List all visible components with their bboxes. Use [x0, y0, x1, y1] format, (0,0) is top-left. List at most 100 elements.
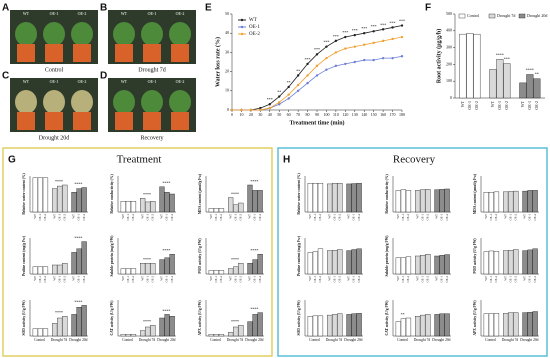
bar-label: WT [435, 214, 439, 219]
bar [493, 251, 500, 275]
y-tick-label: 0 [450, 95, 452, 100]
bar-label: WT [415, 214, 419, 219]
plant-label: OE-1 [148, 79, 157, 84]
pot [115, 112, 133, 130]
significance: *** [352, 28, 358, 33]
bar-label: OE-1 [313, 276, 317, 283]
bar [150, 200, 156, 213]
bar [532, 190, 538, 213]
bar-label: OE-2 [43, 214, 47, 221]
point [363, 43, 366, 46]
y-axis-label: CAT activity (U/g FW) [110, 300, 114, 336]
significance: ** [287, 80, 291, 85]
bar [395, 190, 401, 213]
point [391, 26, 394, 29]
bar [434, 189, 440, 213]
bar [327, 250, 333, 275]
treatment-box [2, 147, 273, 357]
bar-label: OE-1 [489, 276, 493, 283]
plant-label: WT [121, 79, 128, 84]
bar [405, 256, 412, 275]
bar [395, 321, 401, 337]
bar [351, 249, 357, 275]
pot [143, 112, 161, 130]
group-label: Control [485, 338, 496, 342]
bar-label: OE-2 [425, 276, 429, 283]
bar [140, 198, 146, 213]
legend-marker [240, 32, 244, 36]
y-axis-label: SOD activity (U/g FW) [22, 300, 26, 336]
bar [466, 33, 474, 99]
point [278, 103, 281, 106]
bar [489, 69, 497, 99]
photo-caption: Drought 7d [138, 67, 166, 73]
bar-label: OE-1 [165, 276, 169, 283]
point [315, 53, 319, 56]
photo-caption: Control [45, 67, 64, 73]
x-tick-label: 150 [371, 112, 377, 117]
group-label: Drought 20d [245, 338, 263, 342]
plant-label: OE-2 [78, 79, 87, 84]
y-axis-label: POD activity (U/g FW) [473, 238, 477, 274]
x-tick-label: 20 [249, 112, 253, 117]
x-tick-label: 100 [323, 112, 329, 117]
bar-label: OE-1 [57, 214, 61, 221]
bar-label: WT [327, 276, 331, 281]
bar [140, 330, 146, 337]
axis [117, 300, 176, 337]
bar [208, 208, 214, 213]
significance: **** [143, 319, 151, 324]
bar [415, 255, 421, 275]
bar-label: OE-1 [126, 214, 130, 221]
bar [483, 313, 489, 337]
photo-caption: Recovery [141, 135, 164, 141]
bar-label: OE-2 [131, 276, 135, 283]
bar [169, 316, 175, 337]
bar [434, 255, 440, 275]
bar [42, 266, 49, 275]
bar-label: OE-2 [445, 276, 449, 283]
bar [71, 191, 77, 213]
bar [337, 313, 343, 337]
bar-label: OE-1 [253, 214, 257, 221]
plant-label: OE-1 [50, 79, 59, 84]
x-tick-label: 140 [361, 112, 367, 117]
point [296, 89, 300, 93]
plant-label: OE-1 [50, 11, 59, 16]
bar [405, 190, 412, 213]
bar [218, 270, 225, 275]
bar-label: WT [503, 214, 507, 219]
bar [332, 314, 338, 337]
axis [480, 300, 539, 337]
bar [120, 200, 126, 213]
significance: **** [55, 310, 63, 315]
plant-label: OE-2 [176, 11, 185, 16]
bar [351, 183, 357, 213]
significance: ** [296, 68, 300, 73]
bar [159, 317, 165, 337]
bar [81, 241, 87, 275]
y-axis-label: Soluble protein (mg/g FW) [385, 235, 389, 277]
point [353, 33, 356, 37]
bar [42, 177, 49, 213]
bar [439, 313, 445, 337]
point [325, 68, 328, 71]
bar [508, 312, 514, 337]
significance: **** [231, 319, 239, 324]
x-tick-label: 0 [231, 112, 233, 117]
bar-label: WT [347, 276, 351, 281]
bar-label: OE-2 [445, 214, 449, 221]
bar [218, 208, 225, 213]
group-label: Control [122, 338, 133, 342]
bar-label: WT [33, 214, 37, 219]
plant-foliage [43, 22, 65, 46]
bar [247, 263, 253, 275]
point [391, 37, 394, 41]
bar-label: OE-1 [401, 214, 405, 221]
bar-label: WT [140, 214, 144, 219]
bar [312, 251, 319, 275]
bar [519, 82, 527, 99]
significance: **** [526, 67, 534, 72]
bar-label: OE-1 [401, 276, 405, 283]
bar-label: OE-1 [528, 214, 532, 221]
